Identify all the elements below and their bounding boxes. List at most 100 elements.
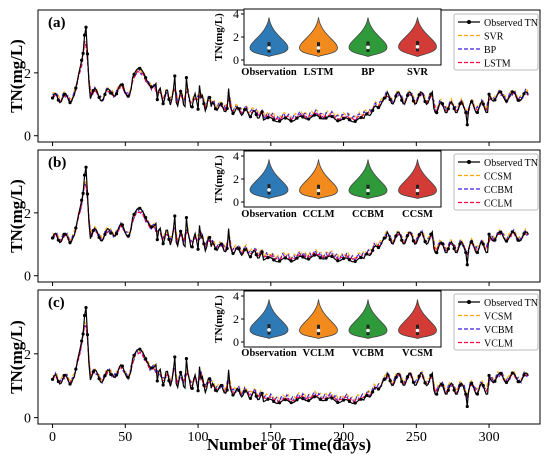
observed-point: [190, 105, 194, 109]
observed-point: [97, 235, 101, 239]
observed-point: [336, 259, 340, 263]
observed-point: [435, 111, 439, 115]
panel-0: 0 2 (a) TN(mg/L) Observed TN SVR BP LSTM 0 2 4 TN(m…: [7, 7, 541, 146]
observed-point: [336, 119, 340, 123]
observed-point: [493, 98, 497, 102]
observed-point: [62, 232, 66, 236]
observed-point: [231, 393, 235, 397]
observed-point: [155, 237, 159, 242]
violin-CCBM: [348, 159, 388, 199]
observed-point: [283, 116, 287, 120]
observed-point: [312, 395, 317, 399]
observed-point: [237, 388, 241, 393]
observed-point: [353, 119, 357, 123]
observed-point: [254, 112, 258, 117]
observed-point: [318, 256, 322, 260]
observed-point: [301, 397, 305, 401]
y-tick-label: 0: [24, 412, 31, 427]
observed-point: [499, 90, 503, 94]
observed-point: [435, 251, 439, 255]
y-tick-label: 0: [24, 270, 31, 285]
observed-point: [56, 379, 60, 384]
observed-point: [178, 229, 183, 233]
observed-point: [144, 76, 148, 80]
observed-point: [97, 95, 101, 99]
legend-label: CCBM: [484, 185, 513, 196]
violin-median: [366, 45, 370, 50]
observed-point: [400, 379, 404, 384]
observed-point: [114, 373, 119, 377]
y-axis-label: TN(mg/L): [7, 39, 26, 113]
inset-y-label: TN(mg/L): [213, 155, 225, 203]
observed-point: [307, 257, 311, 261]
observed-point: [56, 98, 60, 102]
observed-point: [283, 256, 287, 260]
observed-point: [295, 256, 299, 260]
observed-point: [307, 399, 311, 403]
observed-point: [213, 388, 218, 392]
observed-point: [464, 250, 468, 255]
observed-point: [452, 247, 456, 251]
observed-point: [74, 367, 78, 371]
observed-point: [196, 389, 200, 393]
observed-point: [504, 380, 509, 385]
observed-point: [452, 107, 456, 111]
inset-y-label: TN(mg/L): [213, 295, 225, 343]
observed-point: [330, 396, 334, 400]
observed-point: [347, 399, 351, 404]
legend-label: Observed TN: [484, 18, 538, 29]
observed-point: [50, 96, 55, 100]
observed-point: [458, 102, 462, 106]
x-tick-label: 0: [49, 430, 56, 445]
observed-point: [510, 230, 514, 234]
y-axis-label: TN(mg/L): [7, 179, 26, 253]
observed-point: [144, 357, 148, 361]
observed-point: [464, 110, 468, 115]
y-tick-label: 2: [24, 67, 31, 82]
legend-marker: [467, 300, 471, 304]
x-tick-label: 200: [333, 430, 354, 445]
violin-Observation: [249, 159, 289, 199]
observed-point: [289, 119, 293, 123]
violin-category-label: SVR: [407, 67, 428, 78]
observed-point: [510, 90, 514, 94]
violin-category-label: VCBM: [352, 348, 384, 359]
observed-point: [470, 240, 474, 244]
x-tick-label: 300: [479, 430, 500, 445]
observed-point: [440, 102, 445, 106]
observed-point: [149, 225, 154, 229]
observed-point: [499, 371, 503, 375]
observed-point: [365, 393, 369, 398]
violin-category-label: CCLM: [302, 209, 334, 220]
observed-point: [405, 375, 410, 379]
observed-point: [429, 232, 433, 236]
legend-label: LSTM: [484, 59, 511, 70]
legend-label: CCSM: [484, 172, 512, 183]
legend-label: SVR: [484, 32, 504, 43]
observed-point: [138, 347, 142, 351]
observed-point: [487, 232, 491, 236]
observed-point: [470, 100, 474, 104]
observed-point: [522, 232, 526, 236]
legend: [453, 293, 539, 351]
legend-label: Observed TN: [484, 158, 538, 169]
observed-point: [289, 259, 293, 263]
violin-category-label: CCSM: [402, 209, 433, 220]
observed-point: [301, 115, 305, 119]
inset-y-tick-label: 0: [233, 53, 239, 67]
observed-point: [82, 313, 87, 318]
observed-point: [277, 401, 282, 405]
violin-category-label: Observation: [241, 209, 297, 220]
observed-point: [423, 99, 427, 104]
observed-point: [91, 370, 95, 374]
observed-point: [475, 250, 480, 255]
observed-point: [114, 92, 119, 96]
observed-point: [120, 364, 124, 368]
observed-point: [388, 379, 392, 383]
inset-violin: 0 2 4 TN(mg/L) Observation VCLM VCBM VCSM: [213, 289, 442, 359]
observed-point: [429, 92, 433, 96]
observed-point: [465, 404, 469, 409]
observed-point: [312, 113, 317, 117]
observed-point: [394, 234, 398, 238]
observed-point: [341, 116, 346, 121]
